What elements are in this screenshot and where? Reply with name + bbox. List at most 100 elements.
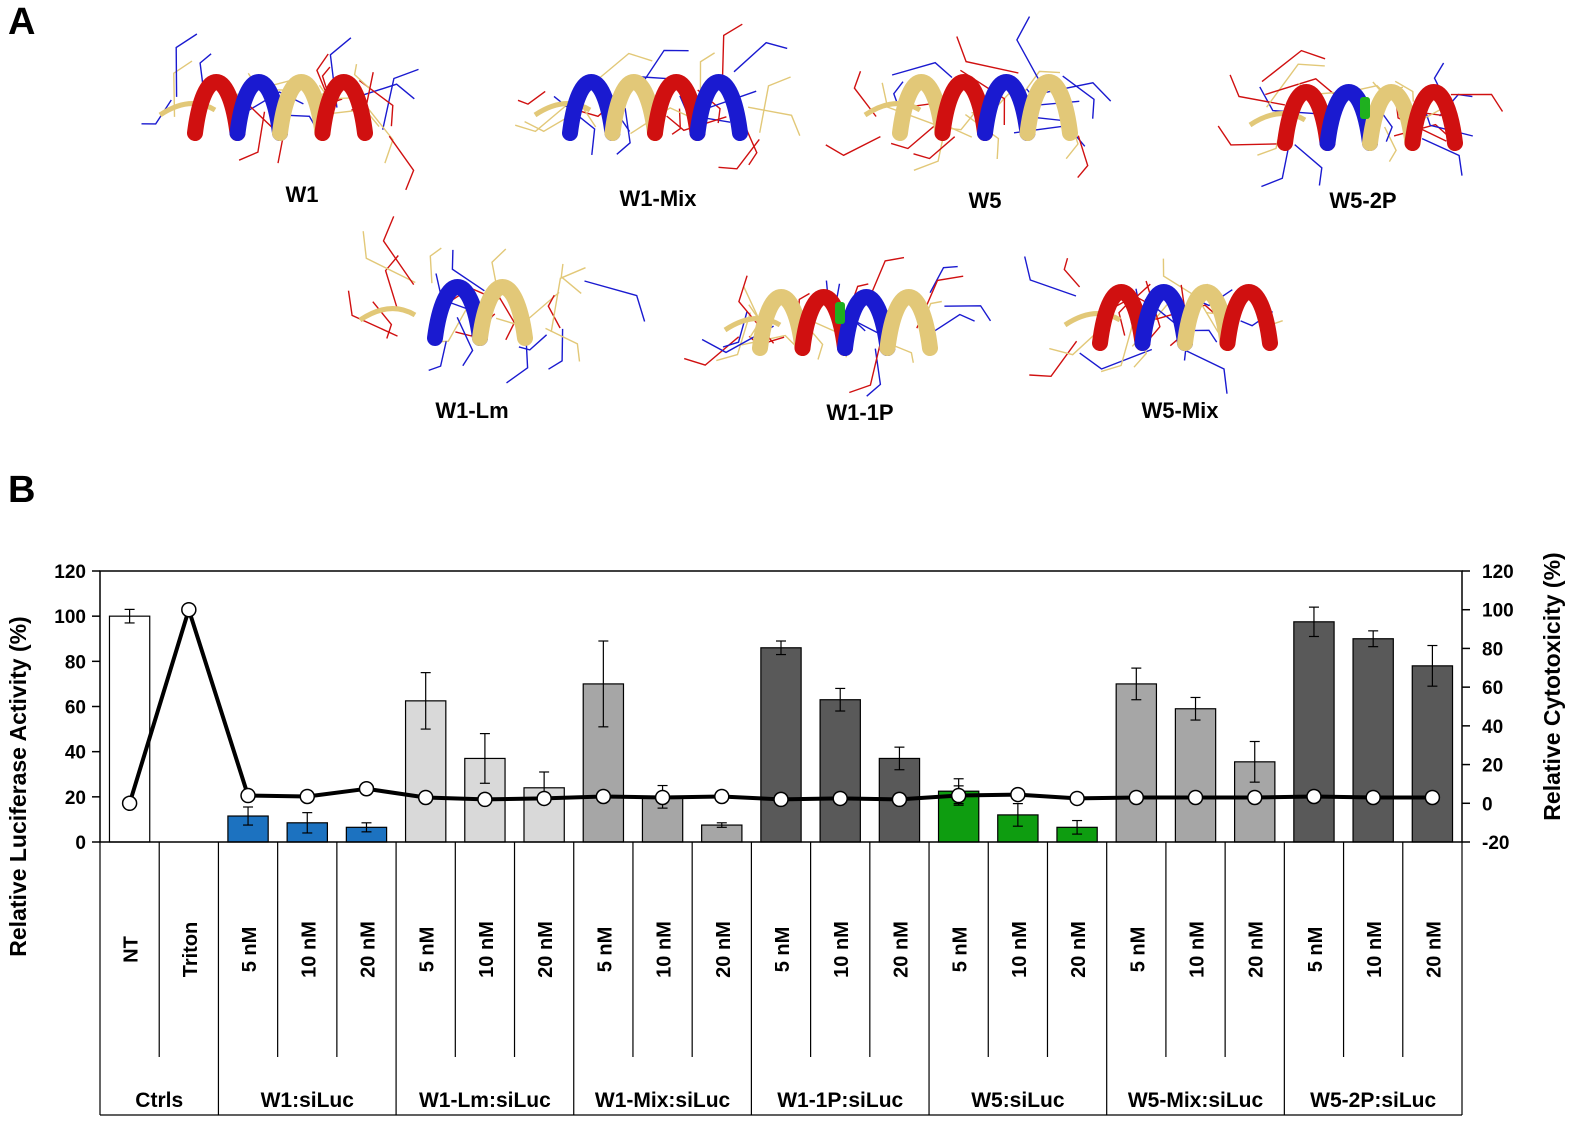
category-label: 20 nM [1246, 921, 1268, 978]
panel-a-letter: A [8, 1, 35, 43]
bar-11 [760, 647, 802, 843]
proline-residue [1360, 97, 1370, 119]
bar-errorbars-layer [124, 606, 1438, 835]
side-chain [636, 49, 689, 92]
category-label: 5 nM [417, 927, 439, 973]
right-tick-label: 120 [1482, 562, 1514, 583]
side-chain [547, 294, 561, 329]
side-chain [347, 290, 398, 337]
cytotoxicity-point-6 [477, 791, 493, 808]
bar-17 [1115, 683, 1158, 843]
structure-w1-1p: W1-1P [683, 256, 992, 425]
helix-turn [879, 289, 938, 356]
category-label: 10 nM [831, 921, 853, 978]
side-chain [141, 99, 172, 125]
category-label: 10 nM [1364, 921, 1386, 978]
left-tick-label: 60 [65, 698, 86, 719]
side-chain [353, 63, 371, 90]
side-chain [616, 107, 631, 155]
left-axis-ticks: 0 20 40 60 80 100 120 [54, 562, 100, 854]
side-chain [429, 247, 442, 284]
category-label: 20 nM [1068, 921, 1090, 978]
cytotoxicity-point-18 [1187, 789, 1204, 806]
side-chain [1259, 86, 1327, 116]
category-label: 20 nM [535, 921, 557, 978]
side-chain [456, 317, 474, 367]
bar-errorbar [598, 640, 609, 728]
side-chain [1077, 135, 1089, 179]
side-chain [1421, 137, 1463, 176]
helix-turn [1019, 74, 1078, 141]
side-chain [866, 348, 882, 397]
structure-label: W1-Lm [435, 398, 508, 423]
left-tick-label: 100 [54, 607, 86, 628]
side-chain [744, 125, 758, 166]
group-label: W1-Mix:siLuc [595, 1089, 731, 1112]
structure-label: W1-Mix [620, 186, 698, 211]
side-chain [384, 255, 399, 309]
cytotoxicity-point-3 [299, 788, 316, 805]
side-chain [890, 125, 935, 150]
cytotoxicity-points [121, 601, 1441, 812]
right-tick-label: 60 [1482, 678, 1503, 699]
side-chain [388, 135, 415, 191]
side-chain [382, 216, 415, 285]
right-tick-label: 0 [1482, 794, 1493, 815]
bar-errorbar [1072, 819, 1083, 835]
side-chain [666, 115, 727, 132]
bar-errorbar [1249, 740, 1260, 783]
left-tick-label: 80 [65, 652, 86, 673]
structure-w5-2p: W5-2P [1217, 49, 1504, 213]
group-label: W1-Lm:siLuc [419, 1089, 551, 1112]
left-tick-label: 20 [65, 788, 86, 809]
cytotoxicity-point-2 [240, 787, 256, 804]
side-chain [1217, 125, 1277, 146]
side-chain [560, 263, 582, 294]
side-chain [1261, 49, 1326, 83]
left-tick-label: 0 [75, 833, 86, 854]
right-tick-label: 40 [1482, 717, 1503, 738]
side-chain [699, 52, 715, 96]
side-chain [1265, 78, 1337, 97]
right-axis-ticks: -20 0 20 40 60 80 100 120 [1462, 562, 1514, 854]
right-tick-label: -20 [1482, 833, 1509, 854]
helix-turn [472, 279, 533, 346]
category-label: 5 nM [772, 927, 794, 973]
cytotoxicity-point-13 [891, 791, 908, 808]
bar-12 [819, 699, 861, 843]
side-chain [1063, 258, 1081, 288]
category-label: 20 nM [713, 921, 735, 978]
cytotoxicity-point-5 [417, 789, 434, 806]
category-label: 5 nM [239, 927, 261, 973]
side-chain [1016, 16, 1044, 87]
bar-20 [1293, 621, 1335, 843]
bar-18 [1174, 708, 1217, 843]
group-label: W1:siLuc [261, 1089, 355, 1112]
bar-errorbar [716, 822, 727, 828]
side-chain [1229, 74, 1286, 106]
helix-turn [1404, 84, 1463, 151]
structure-w5: W5 [825, 16, 1112, 213]
side-chain [853, 71, 877, 117]
right-tick-label: 80 [1482, 639, 1503, 660]
structure-label: W5-2P [1329, 188, 1396, 213]
side-chain [1062, 75, 1095, 119]
side-chain [913, 136, 956, 160]
structure-w5-mix: W5-Mix [1024, 256, 1283, 423]
bar-errorbar [124, 608, 135, 624]
backbone-coil [358, 306, 417, 323]
side-chain [891, 61, 953, 79]
category-label: 10 nM [1009, 921, 1031, 978]
side-chain [550, 267, 586, 333]
bar-errorbar [1427, 644, 1438, 687]
side-chain [849, 341, 882, 394]
side-chain [1178, 346, 1228, 394]
side-chain [514, 103, 569, 133]
cytotoxicity-point-16 [1069, 790, 1085, 807]
bar-errorbar [243, 806, 254, 826]
backbone-coil [863, 101, 922, 118]
side-chain [1100, 325, 1134, 373]
structure-label: W5-Mix [1142, 398, 1220, 423]
cytotoxicity-point-9 [654, 789, 671, 806]
